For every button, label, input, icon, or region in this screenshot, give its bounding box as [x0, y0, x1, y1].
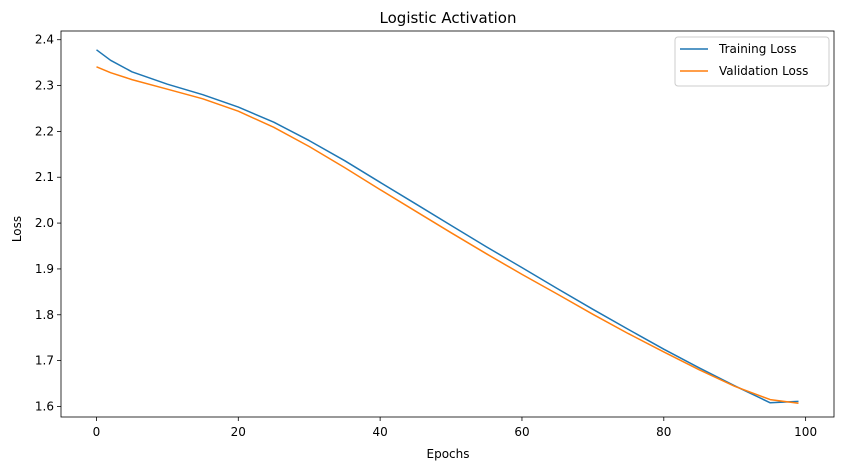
axis-ticks: 0 20 40 60 80 100 1.6 1.7 1.8 1.9 2.0 2.1 2.2 2.3 2.4	[35, 33, 817, 439]
series-layer	[96, 49, 799, 404]
y-tick-label: 2.1	[35, 170, 54, 184]
y-tick-label: 2.3	[35, 79, 54, 93]
y-tick-label: 1.9	[35, 262, 54, 276]
x-tick-label: 80	[656, 425, 671, 439]
y-axis-label: Loss	[10, 216, 24, 242]
x-tick-label: 60	[514, 425, 529, 439]
y-tick-label: 2.0	[35, 216, 54, 230]
y-tick-label: 2.4	[35, 33, 54, 47]
x-axis-label: Epochs	[427, 447, 470, 461]
plot-area-frame	[60, 30, 835, 418]
y-tick-label: 2.2	[35, 124, 54, 138]
y-tick-label: 1.8	[35, 308, 54, 322]
x-tick-label: 100	[794, 425, 817, 439]
x-tick-label: 40	[372, 425, 387, 439]
legend-label: Validation Loss	[719, 64, 808, 78]
series-line-validation-loss	[96, 66, 799, 404]
legend: Training Loss Validation Loss	[674, 36, 830, 87]
series-line-training-loss	[96, 49, 799, 404]
y-tick-label: 1.7	[35, 354, 54, 368]
legend-label: Training Loss	[718, 42, 796, 56]
y-tick-label: 1.6	[35, 399, 54, 413]
x-tick-label: 0	[93, 425, 101, 439]
x-tick-label: 20	[231, 425, 246, 439]
chart-title: Logistic Activation	[380, 9, 517, 27]
legend-box	[674, 36, 830, 87]
